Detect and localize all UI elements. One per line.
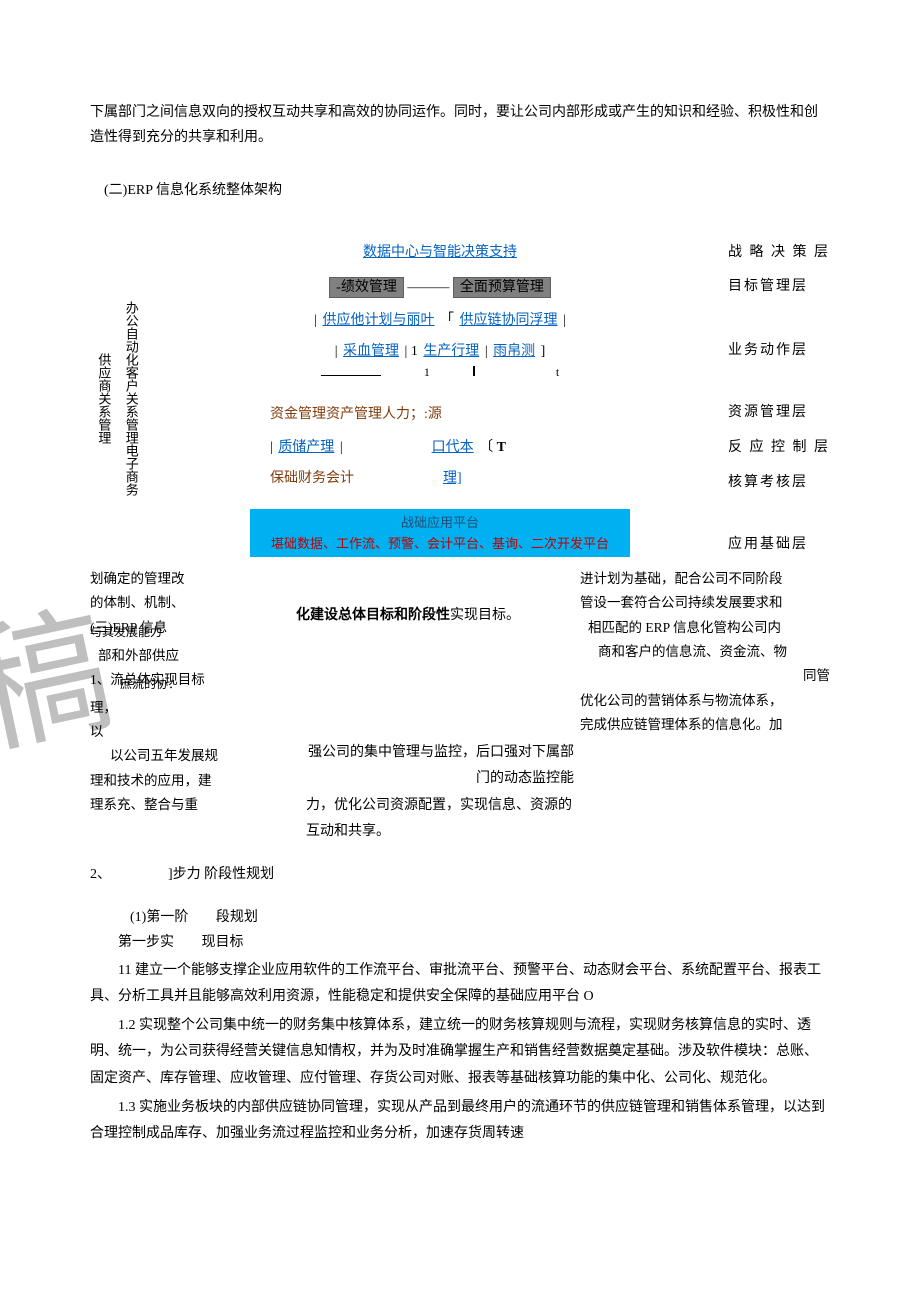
arch-cost-sub[interactable]: 口代本: [430, 440, 476, 455]
jumble-l3b: 与其发展能力: [90, 622, 290, 644]
arch-layer-app-base: 应用基础层: [728, 532, 830, 557]
arch-supply-plan[interactable]: 供应他计划与丽叶: [321, 313, 437, 328]
arch-layer-response: 反 应 控 制 层: [728, 435, 830, 460]
section-2-heading: (二)ERP 信息化系统整体架构: [90, 178, 830, 203]
jumble-r2: 管设一套符合公司持续发展要求和: [580, 591, 830, 615]
arch-right-labels: 战 略 决 策 层 目标管理层 业务动作层 资源管理层 反 应 控 制 层 核算…: [720, 240, 830, 558]
arch-left-col-supplier: 供应商关系管理: [90, 240, 117, 558]
phase-1-heading: (1)第一阶 段规划: [90, 905, 830, 930]
arch-layer-business: 业务动作层: [728, 338, 830, 363]
jumble-r1: 进计划为基础，配合公司不同阶段: [580, 567, 830, 591]
arch-band-sub: 堪础数据、工作流、预警、会计平台、基询、二次开发平台: [250, 534, 630, 555]
arch-rain-test[interactable]: 雨帛测: [491, 344, 537, 359]
arch-tick-row: 1 t: [250, 362, 630, 384]
arch-budget-mgmt-box: 全面预算管理: [453, 277, 551, 298]
arch-layer-strategy: 战 略 决 策 层: [728, 240, 830, 265]
arch-prod-mgmt[interactable]: 生产行理: [421, 344, 481, 359]
arch-data-center-link[interactable]: 数据中心与智能决策支持: [363, 245, 517, 260]
arch-left-col-oa: 办公自动化客户关系管理电子商务: [117, 240, 144, 558]
jumble-l6: 理，: [90, 696, 290, 720]
jumble-b2: 完成供应链管理体系的信息化。加: [580, 713, 830, 737]
arch-resource-row: 资金管理资产管理人力；:源: [250, 402, 630, 427]
sec3-heading: 化建设总体目标和阶段性实现目标。: [296, 603, 574, 630]
arch-blood-row: | 采血管理 | 1 生产行理 | 雨帛测 ]: [250, 339, 630, 364]
arch-T: T: [497, 440, 506, 455]
phase-1-sub: 第一步实 现目标: [90, 930, 830, 955]
arch-layer-accounting: 核算考核层: [728, 470, 830, 495]
arch-supply-collab[interactable]: 供应链协同浮理: [458, 313, 560, 328]
arch-blood-mgmt[interactable]: 采血管理: [341, 344, 401, 359]
jumble-left-col: 划确定的管理改 的体制、机制、 (三)ERP 信息 与其发展能力 部和外部供应 …: [90, 567, 290, 846]
jumble-l9: 理和技术的应用，建: [90, 769, 290, 793]
para-1-2: 1.2 实现整个公司集中统一的财务集中核算体系，建立统一的财务核算规则与流程，实…: [90, 1013, 830, 1093]
jumble-l5b: 庶流的协：: [120, 674, 290, 696]
jumble-bottom3: 强公司的集中管理与监控，后口强对下属部门的动态监控能: [296, 740, 574, 793]
arch-num-1: 1: [411, 344, 418, 359]
jumble-bottom4: 力，优化公司资源配置，实现信息、资源的互动和共享。: [306, 793, 574, 846]
jumble-r3: 相匹配的 ERP 信息化管构公司内: [588, 616, 830, 640]
arch-band-title: 战础应用平台: [250, 513, 630, 534]
arch-supply-row: | 供应他计划与丽叶 「 供应链协同浮理 |: [250, 308, 630, 333]
jumble-l1: 划确定的管理改: [90, 567, 290, 591]
jumble-l10: 理系充、整合与重: [90, 793, 290, 817]
arch-perf-mgmt-box: -绩效管理: [329, 277, 404, 298]
arch-left-labels: 供应商关系管理 办公自动化客户关系管理电子商务: [90, 240, 160, 558]
arch-layer-resource: 资源管理层: [728, 400, 830, 425]
jumble-l8: 以公司五年发展规: [110, 744, 290, 768]
para-1-3: 1.3 实施业务板块的内部供应链协同管理，实现从产品到最终用户的流通环节的供应链…: [90, 1095, 830, 1148]
arch-li[interactable]: 理]: [441, 471, 464, 486]
architecture-diagram: 供应商关系管理 办公自动化客户关系管理电子商务 数据中心与智能决策支持 -绩效管…: [90, 240, 830, 558]
arch-quality-mgmt[interactable]: 质储产理: [276, 440, 336, 455]
jumble-right-col: 进计划为基础，配合公司不同阶段 管设一套符合公司持续发展要求和 相匹配的 ERP…: [580, 567, 830, 846]
arch-blue-band: 战础应用平台 堪础数据、工作流、预警、会计平台、基询、二次开发平台: [250, 509, 630, 557]
jumble-l7: 以: [90, 720, 290, 744]
jumble-b1: 优化公司的营销体系与物流体系，: [580, 689, 830, 713]
arch-base-finance: 保础财务会计: [270, 471, 354, 486]
jumble-mid-col: 化建设总体目标和阶段性实现目标。 强公司的集中管理与监控，后口强对下属部门的动态…: [290, 567, 580, 846]
jumble-r5: 同管: [580, 664, 830, 688]
intro-paragraph: 下属部门之间信息双向的授权互动共享和高效的协同运作。同时，要让公司内部形成或产生…: [90, 100, 830, 150]
arch-layer-target: 目标管理层: [728, 274, 830, 299]
jumble-r4: 商和客户的信息流、资金流、物: [598, 640, 830, 664]
arch-finance-row: 保础财务会计 理]: [250, 466, 630, 491]
jumble-l4: 部和外部供应: [98, 644, 290, 668]
phase-2-line: 2、 ]步力 阶段性规划: [90, 862, 830, 887]
arch-top-link-row: 数据中心与智能决策支持: [250, 240, 630, 265]
para-1-1: 11 建立一个能够支撑企业应用软件的工作流平台、审批流平台、预警平台、动态财会平…: [90, 958, 830, 1011]
jumble-l2: 的体制、机制、: [90, 591, 290, 615]
arch-center: 数据中心与智能决策支持 -绩效管理 ——— 全面预算管理 | 供应他计划与丽叶 …: [160, 240, 720, 558]
jumbled-text-region: 划确定的管理改 的体制、机制、 (三)ERP 信息 与其发展能力 部和外部供应 …: [90, 567, 830, 846]
arch-gray-row: -绩效管理 ——— 全面预算管理: [250, 275, 630, 300]
arch-quality-row: | 质储产理 | 口代本 〔 T: [250, 435, 630, 460]
